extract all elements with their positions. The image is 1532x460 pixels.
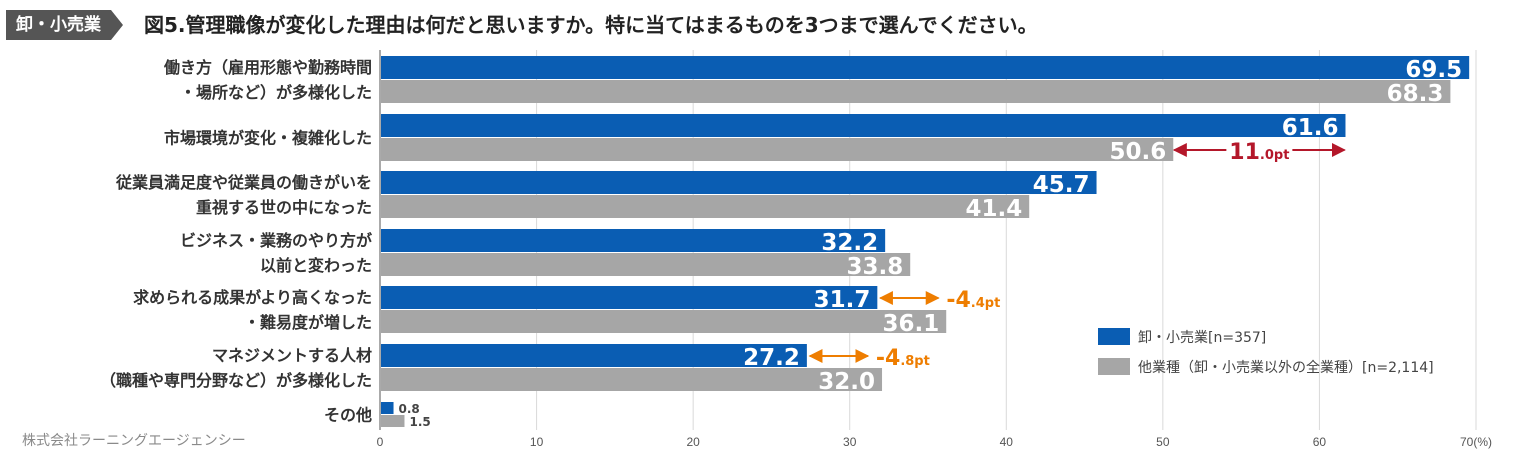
data-label: 33.8	[846, 254, 903, 280]
data-label: 61.6	[1282, 115, 1339, 141]
chart-title: 図5.管理職像が変化した理由は何だと思いますか。特に当てはまるものを3つまで選ん…	[144, 13, 1038, 37]
data-label: 69.5	[1405, 57, 1462, 83]
category-label: 市場環境が変化・複雑化した	[164, 129, 372, 148]
legend-swatch-wholesale-retail	[1098, 328, 1130, 345]
difference-sign: -	[946, 288, 955, 313]
difference-unit: .0pt	[1260, 148, 1290, 163]
category-label: ・場所など）が多様化した	[180, 83, 372, 102]
x-tick-label: 0	[377, 435, 384, 449]
bar-wholesale-retail	[381, 56, 1470, 79]
data-label: 68.3	[1387, 81, 1444, 107]
data-label: 31.7	[814, 287, 871, 313]
data-label: 32.0	[818, 369, 875, 395]
category-label: マネジメントする人材	[212, 346, 372, 365]
bar-other-industries	[381, 368, 883, 391]
data-label: 0.8	[399, 402, 420, 416]
bar-wholesale-retail	[381, 229, 886, 252]
bar-other-industries	[381, 415, 405, 427]
difference-unit: .4pt	[971, 296, 1001, 311]
data-label: 36.1	[882, 311, 939, 337]
x-tick-label: 60	[1313, 435, 1327, 449]
x-tick-label: 10	[530, 435, 544, 449]
difference-value: 4	[885, 346, 900, 371]
difference-label-bg	[1226, 138, 1293, 162]
data-label: 32.2	[821, 230, 878, 256]
category-label: その他	[324, 406, 372, 425]
category-label: 以前と変わった	[260, 256, 372, 275]
category-label: 従業員満足度や従業員の働きがいを	[115, 173, 372, 192]
difference-unit: .8pt	[900, 354, 930, 369]
difference-value: 11	[1229, 140, 1260, 165]
bar-wholesale-retail	[381, 402, 394, 414]
difference-sign: -	[876, 346, 885, 371]
x-tick-label: 20	[686, 435, 700, 449]
bar-wholesale-retail	[381, 171, 1097, 194]
bar-wholesale-retail	[381, 344, 807, 367]
legend-label: 卸・小売業[n=357]	[1138, 330, 1266, 346]
category-label: （職種や専門分野など）が多様化した	[100, 371, 372, 390]
bar-other-industries	[381, 195, 1030, 218]
difference-value: 4	[955, 288, 970, 313]
bar-wholesale-retail	[381, 114, 1346, 137]
bar-other-industries	[381, 253, 911, 276]
category-label: ・難易度が増した	[244, 313, 372, 332]
bar-other-industries	[381, 80, 1451, 103]
x-tick-label: 40	[1000, 435, 1014, 449]
legend-label: 他業種（卸・小売業以外の全業種）[n=2,114]	[1138, 359, 1434, 376]
data-label: 50.6	[1110, 139, 1167, 165]
source-watermark: 株式会社ラーニングエージェンシー	[22, 433, 246, 449]
industry-tag: 卸・小売業	[6, 10, 123, 40]
bar-other-industries	[381, 310, 947, 333]
difference-label: -4.4pt	[946, 288, 1000, 313]
category-label: ビジネス・業務のやり方が	[180, 231, 372, 250]
category-label: 求められる成果がより高くなった	[133, 288, 372, 307]
legend-swatch-other-industries	[1098, 358, 1130, 375]
category-label: 働き方（雇用形態や勤務時間	[163, 58, 372, 77]
data-label: 41.4	[965, 196, 1022, 222]
difference-label: 11.0pt	[1229, 140, 1289, 165]
difference-label: -4.8pt	[876, 346, 930, 371]
data-label: 1.5	[409, 415, 430, 429]
x-tick-label: 30	[843, 435, 857, 449]
category-label: 重視する世の中になった	[196, 198, 372, 217]
bar-wholesale-retail	[381, 286, 878, 309]
data-label: 45.7	[1033, 172, 1090, 198]
x-tick-label: 50	[1156, 435, 1170, 449]
data-label: 27.2	[743, 345, 800, 371]
x-tick-label: 70(%)	[1460, 435, 1492, 449]
bar-other-industries	[381, 138, 1174, 161]
